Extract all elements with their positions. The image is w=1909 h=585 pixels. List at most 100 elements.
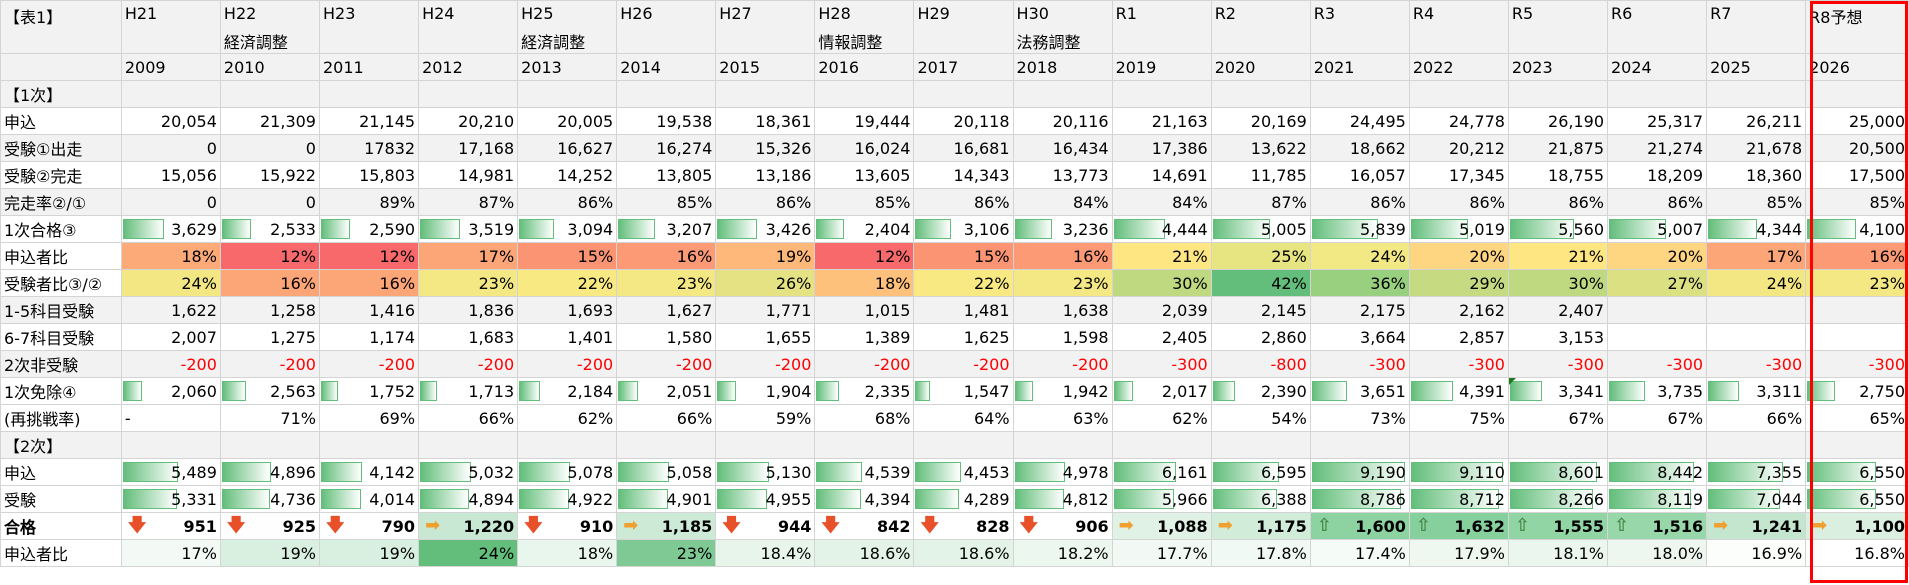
cell-value: 30% [1172, 273, 1208, 293]
cell: 6,388 [1210, 485, 1311, 513]
cell: 16,681 [913, 134, 1014, 162]
cell-value: 23% [676, 273, 713, 293]
cell: 13,773 [1012, 161, 1113, 189]
table-row: 申込 20,054 21,309 21,145 20,210 20,005 19,538 18… [0, 107, 1909, 135]
cell-value: 21,163 [1151, 111, 1208, 131]
cell-value: 1,547 [963, 381, 1010, 401]
cell: 21% [1111, 242, 1212, 270]
cell: 1,638 [1012, 296, 1113, 324]
cell: 1,598 [1012, 323, 1113, 351]
cell: 62% [517, 404, 618, 432]
cell: -300 [1408, 350, 1509, 378]
cell-value: 85% [874, 192, 911, 212]
cell-value: 86% [1667, 192, 1704, 212]
cell: -300 [1309, 350, 1410, 378]
cell: 1,275 [219, 323, 320, 351]
cell-value: 2,162 [1459, 300, 1505, 320]
cell: 7,355 [1706, 458, 1807, 486]
trend-arrow-right-icon: ➡ [1812, 515, 1828, 536]
data-bar [1212, 462, 1280, 482]
table-label: 【表1】 [0, 0, 122, 54]
cell: 29% [1408, 269, 1509, 297]
cell [318, 431, 420, 459]
cell-value: 4,978 [1062, 462, 1109, 482]
data-bar [320, 489, 362, 509]
cell: 25,000 [1805, 107, 1909, 135]
cell: 7,044 [1706, 485, 1807, 513]
trend-arrow-down-icon: 🡇 [325, 515, 345, 536]
cell-value: 4,100 [1859, 219, 1905, 239]
column-header-era: H22 経済調整 [219, 0, 320, 54]
column-header-year: 2025 [1706, 53, 1807, 81]
cell-value: 1,771 [765, 300, 812, 320]
table-row: 1次免除④ 2,060 2,563 1,752 1,713 2,184 2,051 1,904… [0, 377, 1909, 405]
era-label: R5 [1511, 4, 1534, 23]
trend-arrow-up-icon: ⇧ [1415, 515, 1431, 536]
cell-value: 84% [1073, 192, 1109, 212]
cell-value: 5,007 [1657, 219, 1704, 239]
data-bar [320, 381, 338, 401]
trend-arrow-right-icon: ➡ [623, 515, 639, 536]
cell-value: 26% [775, 273, 812, 293]
data-bar [1609, 489, 1692, 509]
data-bar [1410, 489, 1500, 509]
cell: 18.6% [913, 539, 1014, 567]
cell-value: 4,014 [369, 489, 416, 509]
cell: 2,175 [1309, 296, 1410, 324]
header-row-year: 2009 2010 2011 2012 2013 2014 2015 2016 2017 2018… [0, 53, 1909, 81]
cell-value: 20,054 [160, 111, 217, 131]
cell-value: 8,712 [1459, 489, 1505, 509]
cell: 15,803 [318, 161, 420, 189]
cell-value: 1,942 [1062, 381, 1109, 401]
column-header-era: R4 [1408, 0, 1509, 54]
row-label: 申込 [0, 107, 122, 135]
cell: 🡇 906 [1012, 512, 1113, 540]
table-row: 【1次】 [0, 80, 1909, 108]
cell: 2,390 [1210, 377, 1311, 405]
trend-arrow-right-icon: ➡ [425, 515, 441, 536]
era-label: H21 [124, 4, 158, 23]
cell: 18.2% [1012, 539, 1113, 567]
data-bar [1410, 381, 1454, 401]
cell-value: 951 [183, 516, 217, 536]
cell: 87% [1210, 188, 1311, 216]
cell: 24,495 [1309, 107, 1410, 135]
cell-value: 2,404 [864, 219, 911, 239]
data-bar [618, 381, 638, 401]
cell: - [120, 404, 221, 432]
cell: 3,094 [517, 215, 618, 243]
cell [1111, 431, 1212, 459]
cell-value: 19,444 [854, 111, 911, 131]
cell-value: 4,901 [666, 489, 713, 509]
cell-value: 62% [577, 408, 614, 428]
cell-value: 30% [1568, 273, 1604, 293]
cell: 23% [616, 269, 717, 297]
cell: 68% [814, 404, 915, 432]
cell-value: 0 [206, 138, 217, 158]
column-header-era: R6 [1606, 0, 1708, 54]
cell-value: -300 [1567, 354, 1604, 374]
cell-value: 3,651 [1360, 381, 1406, 401]
cell: 85% [1805, 188, 1909, 216]
cell-value: 1,580 [666, 327, 713, 347]
cell-value: 66% [478, 408, 515, 428]
data-bar [1113, 462, 1177, 482]
cell-value: -300 [1868, 354, 1905, 374]
cell: 25,317 [1606, 107, 1708, 135]
cell: 5,560 [1507, 215, 1609, 243]
cell: -200 [120, 350, 221, 378]
cell [616, 80, 717, 108]
cell: 20,118 [913, 107, 1014, 135]
table-row: 申込者比 18% 12% 12% 17% 15% 16% 19% 12% 15% 16% 21% 25%… [0, 242, 1909, 270]
cell: 71% [219, 404, 320, 432]
cell: 5,130 [715, 458, 816, 486]
cell-value: 8,119 [1657, 489, 1704, 509]
era-label: H23 [322, 4, 356, 23]
cell-value: 5,560 [1558, 219, 1604, 239]
cell: 3,651 [1309, 377, 1410, 405]
cell: 24% [1309, 242, 1410, 270]
cell-value: 15,326 [755, 138, 812, 158]
cell: 3,311 [1706, 377, 1807, 405]
cell: 23% [616, 539, 717, 567]
cell: -300 [1606, 350, 1708, 378]
